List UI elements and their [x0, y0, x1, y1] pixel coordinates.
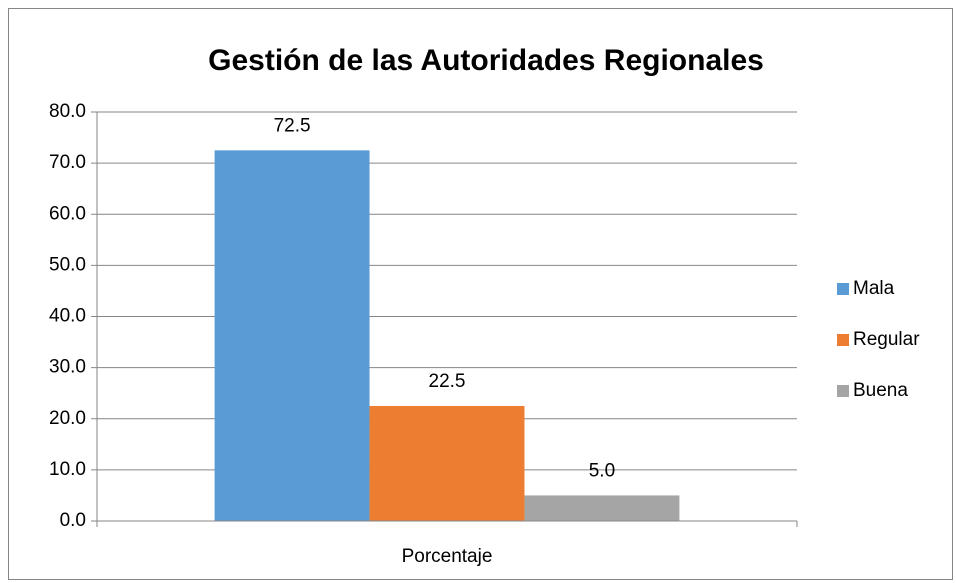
legend-label: Buena: [853, 380, 908, 401]
y-tick-label: 70.0: [49, 152, 86, 173]
y-tick-label: 60.0: [49, 203, 86, 224]
y-tick-label: 40.0: [49, 306, 86, 327]
y-tick-label: 80.0: [49, 101, 86, 122]
y-tick-label: 30.0: [49, 357, 86, 378]
y-tick-label: 0.0: [60, 510, 86, 531]
y-tick-label: 20.0: [49, 408, 86, 429]
bar: [524, 495, 680, 521]
y-tick-label: 10.0: [49, 459, 86, 480]
chart-title: Gestión de las Autoridades Regionales: [208, 44, 764, 77]
y-tick-label: 50.0: [49, 254, 86, 275]
legend-swatch: [837, 385, 849, 397]
data-label: 5.0: [589, 460, 615, 481]
legend-swatch: [837, 283, 849, 295]
x-tick-label: Porcentaje: [402, 546, 493, 567]
legend-swatch: [837, 334, 849, 346]
bar: [369, 405, 525, 521]
bar: [214, 150, 370, 521]
legend-label: Mala: [853, 278, 895, 299]
legend-label: Regular: [853, 329, 920, 350]
data-label: 22.5: [429, 371, 466, 392]
data-label: 72.5: [274, 115, 311, 136]
